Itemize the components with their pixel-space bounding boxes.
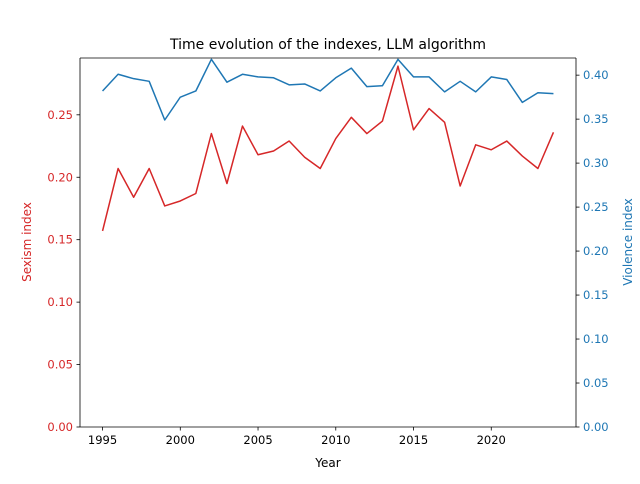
right-tick-label: 0.05 — [583, 376, 609, 390]
x-tick-label: 1995 — [88, 433, 117, 447]
right-tick-label: 0.30 — [583, 156, 609, 170]
left-tick-label: 0.15 — [47, 233, 73, 247]
left-tick-label: 0.25 — [47, 108, 73, 122]
x-tick-label: 2000 — [166, 433, 195, 447]
left-tick-label: 0.20 — [47, 170, 73, 184]
right-tick-label: 0.25 — [583, 200, 609, 214]
left-tick-label: 0.10 — [47, 295, 73, 309]
chart-marks: 1995 2000 2005 2010 2015 2020 0.00 0.05 0.10 0.15… — [47, 57, 609, 447]
violence-series-line — [102, 58, 554, 121]
left-tick-label: 0.00 — [47, 420, 73, 434]
right-tick-label: 0.00 — [583, 420, 609, 434]
left-y-axis-label: Sexism index — [20, 202, 34, 282]
right-tick-label: 0.35 — [583, 112, 609, 126]
sexism-series-line — [101, 65, 555, 232]
x-tick-label: 2010 — [321, 433, 350, 447]
right-tick-label: 0.20 — [583, 244, 609, 258]
x-tick-label: 2005 — [243, 433, 272, 447]
right-y-axis-label: Violence index — [621, 198, 635, 286]
x-axis-label: Year — [314, 456, 340, 470]
x-tick-label: 2020 — [477, 433, 506, 447]
chart-title: Time evolution of the indexes, LLM algor… — [169, 37, 486, 53]
right-tick-label: 0.40 — [583, 68, 609, 82]
right-tick-label: 0.10 — [583, 332, 609, 346]
x-tick-label: 2015 — [399, 433, 428, 447]
left-tick-label: 0.05 — [47, 358, 73, 372]
right-tick-label: 0.15 — [583, 288, 609, 302]
